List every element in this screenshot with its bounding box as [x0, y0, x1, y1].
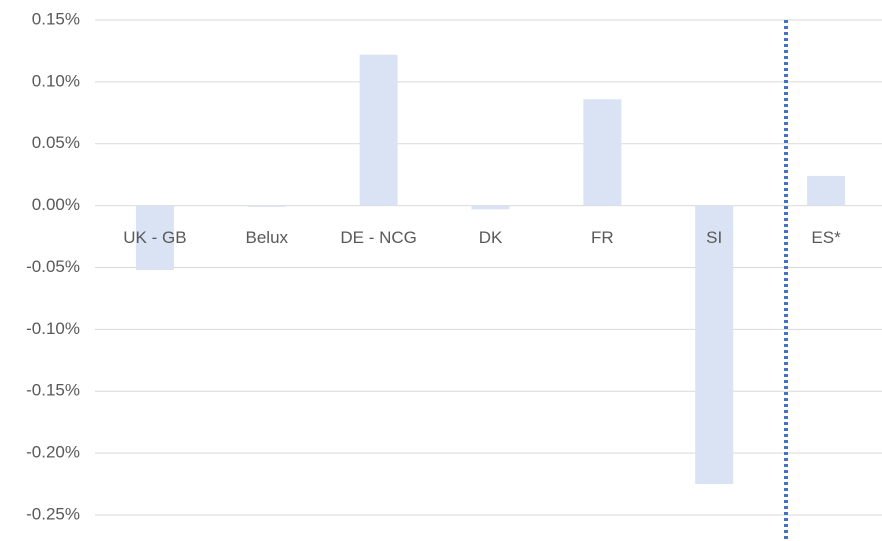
bar: [135, 205, 174, 270]
y-tick-label: 0.05%: [32, 133, 80, 152]
bar: [471, 205, 510, 210]
bar: [807, 175, 846, 206]
bar: [247, 205, 286, 207]
x-tick-label: DK: [479, 228, 503, 247]
bar: [583, 99, 622, 206]
y-tick-label: -0.25%: [26, 504, 80, 523]
x-tick-label: Belux: [246, 228, 289, 247]
bar: [359, 54, 398, 206]
y-tick-label: -0.10%: [26, 319, 80, 338]
y-tick-label: 0.15%: [32, 9, 80, 28]
x-tick-label: UK - GB: [123, 228, 186, 247]
x-tick-label: FR: [591, 228, 614, 247]
x-tick-label: DE - NCG: [340, 228, 417, 247]
y-tick-label: -0.15%: [26, 381, 80, 400]
x-tick-label: SI: [706, 228, 722, 247]
y-tick-label: 0.00%: [32, 195, 80, 214]
x-tick-label: ES*: [811, 228, 841, 247]
y-tick-label: -0.20%: [26, 443, 80, 462]
bar: [695, 205, 734, 485]
y-tick-label: 0.10%: [32, 71, 80, 90]
y-tick-label: -0.05%: [26, 257, 80, 276]
